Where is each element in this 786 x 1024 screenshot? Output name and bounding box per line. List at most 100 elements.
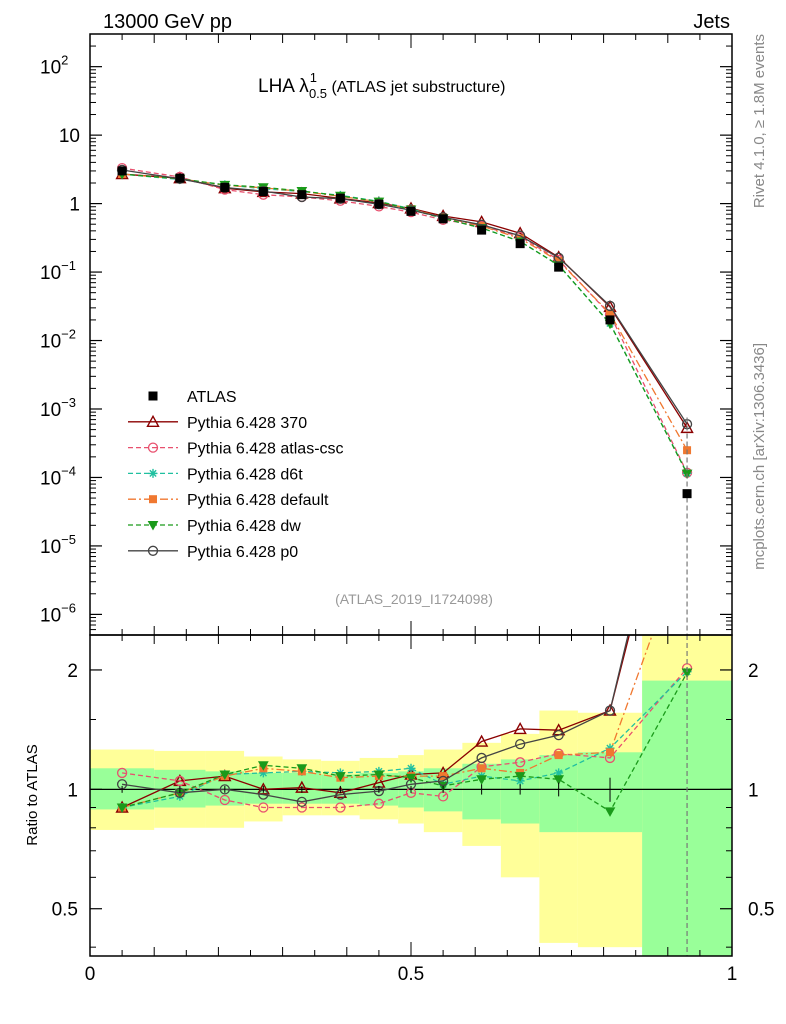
legend-marker-4 <box>149 495 157 504</box>
x-tick-label-0: 0 <box>85 964 96 985</box>
atlas-point-4 <box>297 190 307 200</box>
ytick-base: 10 <box>40 400 61 421</box>
legend-entry-5: Pythia 6.428 dw <box>128 518 301 535</box>
ytick-exp: −6 <box>61 600 76 615</box>
ratio-line-p370 <box>121 635 630 809</box>
legend-entry-4: Pythia 6.428 default <box>128 492 329 509</box>
main-ytick-label-2: 1 <box>69 195 80 216</box>
legend-entry-2: Pythia 6.428 atlas-csc <box>128 441 344 458</box>
ratio-point-atlas_csc-10 <box>514 757 526 768</box>
ytick-exp: −4 <box>61 463 76 478</box>
ratio-point-p370-3 <box>256 782 271 795</box>
ratio-line-p0 <box>122 635 629 803</box>
legend-marker-6 <box>147 545 159 556</box>
ytick-base: 10 <box>40 263 61 284</box>
main-ytick-label-3: 10−1 <box>40 258 76 284</box>
ratio-ytick-label-right-0: 0.5 <box>748 900 774 921</box>
ytick-base: 10 <box>40 332 61 353</box>
ytick-exp: −3 <box>61 395 76 410</box>
side-label-rivet: Rivet 4.1.0, ≥ 1.8M events <box>751 34 768 208</box>
ytick-base: 10 <box>59 126 80 147</box>
ratio-point-dw-3 <box>257 761 269 771</box>
main-point-p0-11 <box>553 252 564 263</box>
ratio-point-d6t-3 <box>258 768 268 778</box>
ratio-ytick-label-right-2: 2 <box>748 661 759 682</box>
ratio-point-atlas_csc-6 <box>373 798 385 809</box>
main-point-p0-12 <box>604 300 616 312</box>
plot-title-rest: (ATLAS jet substructure) <box>327 79 505 96</box>
main-line-dw <box>122 173 688 474</box>
legend-entry-1: Pythia 6.428 370 <box>128 415 307 432</box>
ytick-base: 1 <box>69 195 80 216</box>
atlas-point-5 <box>335 193 345 203</box>
ratio-point-p0-4 <box>296 796 308 807</box>
ratio-line-atlas_csc <box>122 667 688 809</box>
atlas-point-9 <box>477 225 487 235</box>
main-point-default-12 <box>606 309 615 318</box>
atlas-point-6 <box>374 199 384 209</box>
ratio-point-dw-6 <box>373 770 385 781</box>
ratio-point-p370-10 <box>513 721 527 735</box>
ratio-point-dw-11 <box>553 775 565 785</box>
legend: ATLAS Pythia 6.428 370 Pythia 6.428 atlas-… <box>128 389 344 561</box>
ratio-point-dw-2 <box>219 770 231 781</box>
main-ytick-label-7: 10−5 <box>40 532 76 558</box>
atlas-point-8 <box>438 214 448 224</box>
ytick-exp: −2 <box>61 327 76 342</box>
ratio-ytick-label-left-1: 1 <box>67 780 78 801</box>
main-point-default-11 <box>554 257 563 266</box>
ratio-point-p370-9 <box>474 734 489 747</box>
ytick-base: 10 <box>40 468 61 489</box>
ratio-point-p0-13 <box>683 383 692 392</box>
legend-marker-0 <box>148 391 158 401</box>
ratio-ylabel: Ratio to ATLAS <box>24 744 41 845</box>
legend-entry-3: Pythia 6.428 d6t <box>128 466 303 483</box>
ytick-exp: −1 <box>61 258 76 273</box>
plot-title-main: LHA λ <box>258 76 309 97</box>
ratio-point-dw-4 <box>296 764 308 774</box>
ratio-point-d6t-11 <box>554 768 564 778</box>
atlas-point-0 <box>117 166 127 176</box>
ratio-point-default-11 <box>554 751 563 760</box>
atlas-point-3 <box>258 187 268 197</box>
plot-title-sub: 0.5 <box>309 86 327 101</box>
main-line-default <box>122 173 688 451</box>
analysis-id: (ATLAS_2019_I1724098) <box>335 591 493 607</box>
ratio-point-dw-12 <box>604 807 616 817</box>
atlas-point-12 <box>605 315 615 325</box>
ratio-point-d6t-7 <box>406 763 416 773</box>
ytick-exp: −5 <box>61 532 76 547</box>
ratio-point-dw-0 <box>116 803 128 814</box>
ratio-point-atlas_csc-2 <box>219 794 230 806</box>
legend-entry-0: ATLAS <box>148 389 237 406</box>
ratio-point-p0-2 <box>219 784 230 795</box>
ratio-ytick-label-left-0: 0.5 <box>52 900 78 921</box>
legend-label-5: Pythia 6.428 dw <box>187 518 301 535</box>
ratio-point-p0-10 <box>514 739 526 750</box>
main-ytick-label-8: 10−6 <box>40 600 76 626</box>
ratio-point-p370-13 <box>682 403 693 413</box>
atlas-point-2 <box>220 182 230 192</box>
ratio-ytick-label-left-2: 2 <box>67 661 78 682</box>
ratio-point-p0-8 <box>437 775 449 787</box>
atlas-point-7 <box>406 206 416 216</box>
ratio-series <box>115 383 693 956</box>
ytick-base: 10 <box>40 537 61 558</box>
ratio-point-atlas_csc-1 <box>174 775 186 787</box>
atlas-point-11 <box>554 262 564 272</box>
legend-entry-6: Pythia 6.428 p0 <box>128 544 298 561</box>
atlas-point-13 <box>682 489 692 499</box>
plot-title: LHA λ1 0.5 (ATLAS jet substructure) <box>258 70 505 101</box>
ratio-point-default-12 <box>606 748 615 757</box>
ratio-line-dw <box>121 672 688 813</box>
ytick-base: 10 <box>40 58 61 79</box>
legend-marker-2 <box>147 442 159 453</box>
plot-title-sup: 1 <box>310 70 317 85</box>
ratio-point-dw-10 <box>514 772 526 782</box>
main-ytick-label-1: 10 <box>59 126 80 147</box>
ratio-point-default-9 <box>477 764 486 773</box>
main-ytick-label-4: 10−2 <box>40 327 76 353</box>
header-right: Jets <box>693 11 730 33</box>
ratio-ytick-label-right-1: 1 <box>748 780 759 801</box>
